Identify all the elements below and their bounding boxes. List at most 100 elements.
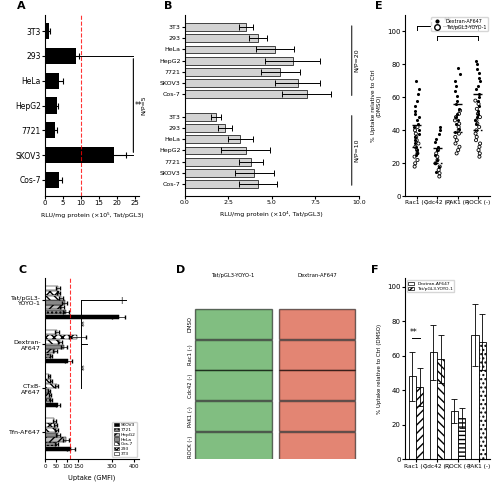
Bar [45,447,70,451]
Bar [437,359,444,459]
Text: E: E [375,1,382,11]
Point [410,153,418,161]
Point [432,160,440,167]
Point [472,126,480,134]
Point [412,143,420,151]
Bar [45,23,50,39]
Bar [185,45,275,53]
Point [452,100,460,108]
Bar [45,330,56,334]
Point [454,117,462,124]
X-axis label: RLU/mg protein (×10⁵, Tat/pGL3): RLU/mg protein (×10⁵, Tat/pGL3) [40,212,143,218]
Legend: Dextran-AF647, Tat/pGL3-YOYO-1: Dextran-AF647, Tat/pGL3-YOYO-1 [430,17,488,31]
Point [452,120,460,127]
Bar [45,286,58,290]
Point [411,160,419,167]
Point [474,107,482,115]
Point [433,156,441,164]
Point [436,163,444,170]
Text: **: ** [81,319,87,326]
Point [412,133,420,141]
Bar [185,158,251,165]
Point [472,129,480,137]
Point [454,146,462,154]
Point [473,60,481,68]
Bar [45,73,59,89]
Point [436,123,444,131]
Point [474,100,482,108]
Bar [458,418,465,459]
Bar [45,379,52,383]
FancyBboxPatch shape [195,432,272,462]
FancyBboxPatch shape [278,432,355,462]
Point [454,126,462,134]
Bar [479,342,486,459]
Point [475,93,483,101]
Point [451,117,459,124]
FancyBboxPatch shape [195,340,272,370]
Text: N/P=5: N/P=5 [140,96,145,116]
Point [413,146,421,154]
Text: C: C [18,264,27,275]
Point [414,139,422,147]
Point [416,126,424,134]
Text: **: ** [410,328,418,337]
Point [414,156,422,164]
Point [436,172,444,180]
Point [410,110,418,118]
Bar [45,438,66,442]
Bar [45,315,118,319]
Text: **: ** [454,27,462,36]
Point [474,74,482,82]
Point [433,146,441,154]
Bar [408,376,416,459]
Point [414,97,422,105]
Bar [45,354,52,358]
Text: A: A [17,1,25,11]
Point [414,90,422,98]
Text: **: ** [81,363,87,370]
Point [452,139,460,147]
Bar [45,335,78,339]
Bar [45,344,64,349]
Bar [45,172,60,188]
Point [434,166,442,174]
Bar [472,335,479,459]
Bar [45,97,56,114]
Point [411,102,419,110]
Point [454,64,462,72]
Point [456,143,464,151]
Point [412,151,420,159]
Point [474,110,482,118]
Bar [45,393,50,398]
Point [411,107,419,115]
Point [412,136,420,144]
Text: DMSO: DMSO [188,316,192,331]
Bar [185,79,298,87]
Text: ROCK (-): ROCK (-) [188,436,192,458]
Point [416,85,424,93]
Point [474,120,482,127]
Point [476,153,484,161]
Point [474,146,482,154]
Point [472,117,480,124]
Point [434,156,442,164]
Bar [45,349,55,354]
Point [432,134,440,142]
Text: Cdc42 (-): Cdc42 (-) [188,373,192,398]
Point [452,113,460,121]
Point [434,146,442,154]
Bar [185,23,246,31]
Point [455,120,463,127]
Bar [185,169,254,177]
Point [472,117,480,124]
Legend: Dextran-AF647, Tat/pGL3-YOYO-1: Dextran-AF647, Tat/pGL3-YOYO-1 [407,280,455,292]
Point [452,133,460,141]
Bar [450,411,458,459]
Bar [45,384,56,388]
Bar [45,305,62,309]
Point [476,102,484,110]
Bar [45,398,52,402]
Point [412,136,420,144]
FancyBboxPatch shape [195,370,272,401]
